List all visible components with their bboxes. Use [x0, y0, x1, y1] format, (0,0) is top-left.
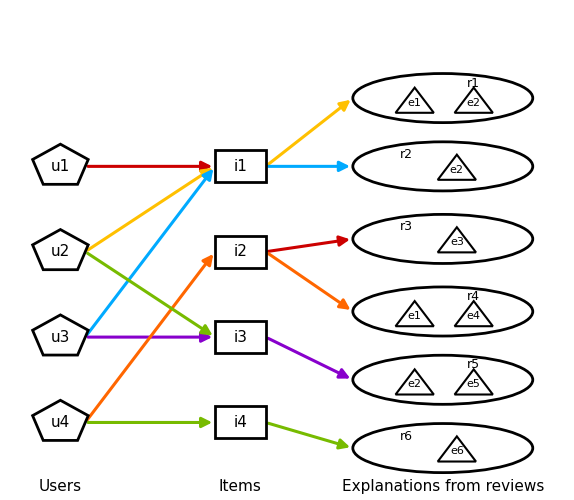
Text: e4: e4 [467, 311, 481, 321]
Text: Users: Users [39, 479, 82, 494]
Bar [215, 150, 266, 182]
Text: e1: e1 [408, 311, 422, 321]
Text: i3: i3 [234, 330, 247, 344]
Text: Items: Items [219, 479, 262, 494]
Text: r2: r2 [400, 148, 413, 161]
Text: u1: u1 [51, 159, 70, 174]
Text: u2: u2 [51, 244, 70, 259]
Text: r4: r4 [467, 290, 480, 303]
Text: i1: i1 [234, 159, 247, 174]
Text: r6: r6 [400, 430, 413, 442]
Text: r3: r3 [400, 220, 413, 234]
Bar [215, 406, 266, 438]
Text: e1: e1 [408, 98, 422, 108]
Text: e2: e2 [408, 380, 422, 390]
Text: e3: e3 [450, 238, 464, 248]
Text: i4: i4 [234, 415, 247, 430]
Text: e2: e2 [450, 165, 464, 175]
Text: e2: e2 [467, 98, 481, 108]
Text: e6: e6 [450, 446, 464, 456]
Text: r1: r1 [467, 76, 480, 90]
Text: r5: r5 [467, 358, 480, 372]
Bar [215, 236, 266, 268]
Bar [215, 321, 266, 353]
Text: i2: i2 [234, 244, 247, 259]
Text: u4: u4 [51, 415, 70, 430]
Text: e5: e5 [467, 380, 480, 390]
Text: u3: u3 [51, 330, 70, 344]
Text: Explanations from reviews: Explanations from reviews [342, 479, 544, 494]
